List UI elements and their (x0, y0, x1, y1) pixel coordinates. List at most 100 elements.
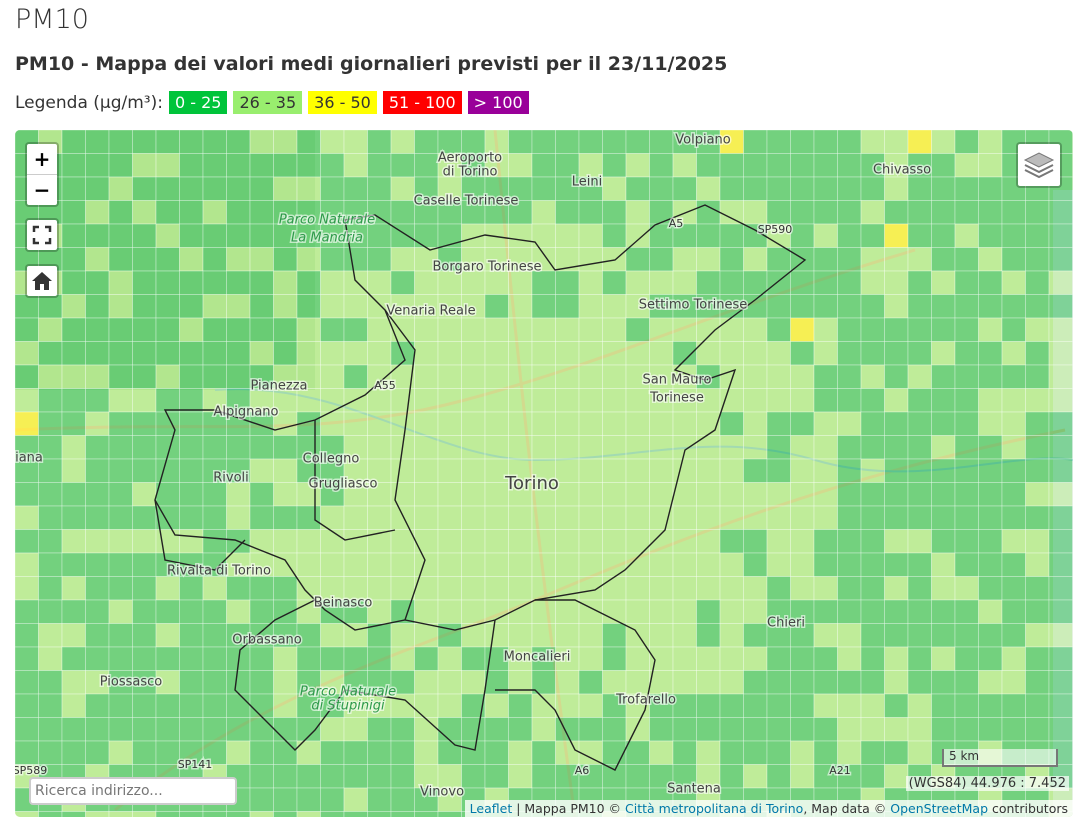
grid-cell (1048, 529, 1073, 554)
grid-cell (38, 552, 63, 577)
grid-cell (719, 740, 744, 765)
grid-cell (38, 529, 63, 554)
grid-cell (531, 341, 556, 366)
layers-button[interactable] (1016, 142, 1062, 188)
grid-cell (249, 200, 274, 225)
grid-cell (649, 411, 674, 436)
grid-cell (696, 200, 721, 225)
grid-cell (108, 200, 133, 225)
grid-cell (367, 411, 392, 436)
grid-cell (766, 552, 791, 577)
grid-cell (978, 364, 1003, 389)
grid-cell (38, 482, 63, 507)
grid-cell (602, 270, 627, 295)
grid-cell (813, 458, 838, 483)
grid-cell (132, 576, 157, 601)
grid-cell (790, 411, 815, 436)
grid-cell (672, 646, 697, 671)
grid-cell (860, 576, 885, 601)
grid-cell (672, 411, 697, 436)
osm-link[interactable]: OpenStreetMap (890, 801, 988, 816)
cmt-link[interactable]: Città metropolitana di Torino (625, 801, 804, 816)
grid-cell (249, 717, 274, 742)
grid-cell (296, 529, 321, 554)
grid-cell (954, 599, 979, 624)
place-label: Parco Naturale (279, 213, 375, 228)
grid-cell (367, 388, 392, 413)
grid-cell (226, 223, 251, 248)
grid-cell (296, 764, 321, 789)
grid-cell (837, 223, 862, 248)
grid-cell (719, 388, 744, 413)
grid-cell (1025, 341, 1050, 366)
grid-cell (155, 693, 180, 718)
address-search[interactable]: Ricerca indirizzo... (29, 777, 237, 805)
grid-cell (273, 646, 298, 671)
leaflet-link[interactable]: Leaflet (469, 801, 513, 816)
grid-cell (860, 764, 885, 789)
grid-cell (108, 482, 133, 507)
grid-cell (85, 717, 110, 742)
map-subtitle: PM10 - Mappa dei valori medi giornalieri… (15, 53, 728, 75)
grid-cell (860, 458, 885, 483)
grid-cell (884, 317, 909, 342)
grid-cell (179, 646, 204, 671)
grid-cell (931, 388, 956, 413)
grid-cell (884, 764, 909, 789)
grid-cell (343, 787, 368, 812)
grid-cell (837, 693, 862, 718)
grid-cell (390, 787, 415, 812)
grid-cell (414, 317, 439, 342)
grid-cell (649, 153, 674, 178)
grid-cell (179, 693, 204, 718)
grid-cell (907, 576, 932, 601)
grid-cell (85, 576, 110, 601)
grid-cell (790, 153, 815, 178)
grid-cell (226, 599, 251, 624)
grid-cell (508, 505, 533, 530)
grid-cell (907, 364, 932, 389)
grid-cell (790, 388, 815, 413)
grid-cell (649, 670, 674, 695)
grid-cell (837, 576, 862, 601)
grid-cell (61, 223, 86, 248)
home-button[interactable] (25, 264, 59, 298)
grid-cell (884, 740, 909, 765)
grid-cell (61, 294, 86, 319)
grid-cell (696, 223, 721, 248)
grid-cell (837, 153, 862, 178)
grid-cell (813, 717, 838, 742)
grid-cell (1001, 200, 1026, 225)
grid-cell (931, 317, 956, 342)
grid-cell (649, 740, 674, 765)
grid-cell (179, 599, 204, 624)
grid-cell (860, 529, 885, 554)
grid-cell (743, 482, 768, 507)
grid-cell (954, 130, 979, 154)
zoom-in[interactable]: + (27, 144, 57, 175)
zoom-out[interactable]: − (33, 178, 51, 202)
grid-cell (719, 693, 744, 718)
grid-cell (320, 341, 345, 366)
grid-cell (108, 364, 133, 389)
map[interactable]: Volpiano Aeroporto di Torino Leini Chivasso C… (15, 130, 1073, 817)
grid-cell (860, 552, 885, 577)
grid-cell (813, 411, 838, 436)
grid-cell (179, 811, 204, 817)
grid-cell (743, 388, 768, 413)
grid-cell (132, 411, 157, 436)
grid-cell (179, 388, 204, 413)
grid-cell (931, 552, 956, 577)
grid-cell (202, 130, 227, 154)
grid-cell (437, 364, 462, 389)
fullscreen-button[interactable] (25, 218, 59, 252)
grid-cell (461, 529, 486, 554)
grid-cell (649, 482, 674, 507)
grid-cell (625, 599, 650, 624)
grid-cell (625, 247, 650, 272)
place-label: Leini (572, 175, 602, 190)
grid-cell (790, 529, 815, 554)
grid-cell (602, 576, 627, 601)
grid-cell (743, 270, 768, 295)
grid-cell (649, 130, 674, 154)
